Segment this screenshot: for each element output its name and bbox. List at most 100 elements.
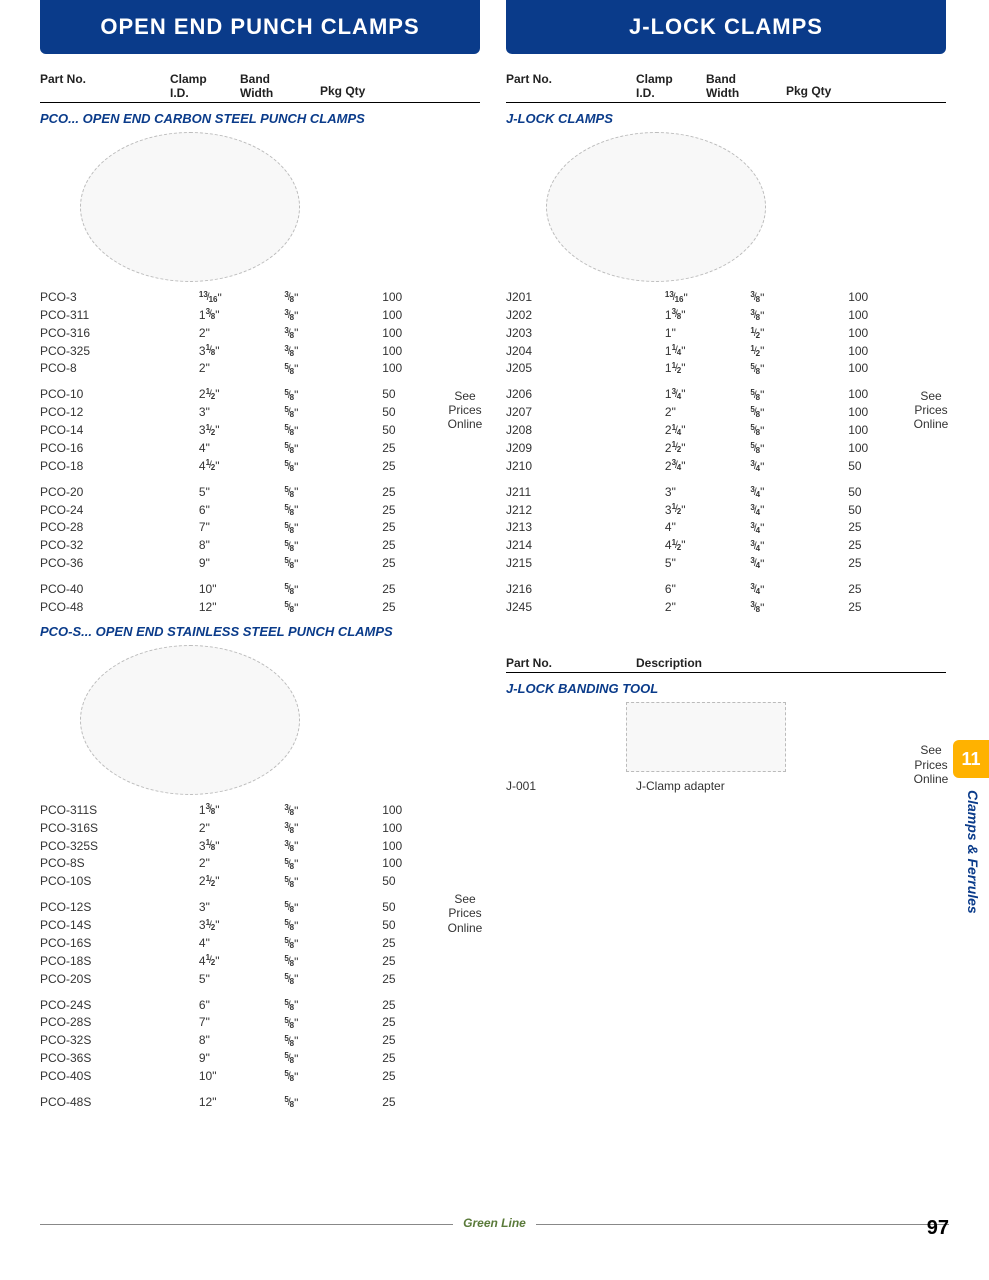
cell-band: 5/8" xyxy=(284,536,382,554)
hdr-qty: Pkg Qty xyxy=(786,72,866,100)
cell-band: 3/8" xyxy=(750,288,848,306)
cell-band: 5/8" xyxy=(750,360,848,378)
cell-part: PCO-16 xyxy=(40,439,199,457)
cell-part: PCO-32 xyxy=(40,536,199,554)
cell-qty: 100 xyxy=(382,306,480,324)
cell-id: 31/2" xyxy=(665,501,751,519)
cell-band: 5/8" xyxy=(284,421,382,439)
cell-part: J213 xyxy=(506,519,665,537)
cell-part: J207 xyxy=(506,403,665,421)
see-prices-note: SeePricesOnline xyxy=(440,892,490,935)
cell-qty: 25 xyxy=(382,934,480,952)
cell-qty: 25 xyxy=(382,996,480,1014)
cell-band: 3/8" xyxy=(284,342,382,360)
cell-id: 2" xyxy=(199,324,285,342)
cell-band: 3/8" xyxy=(750,598,848,616)
cell-id: 13/8" xyxy=(665,306,751,324)
cell-qty: 25 xyxy=(382,952,480,970)
cell-id: 8" xyxy=(199,1031,285,1049)
cell-band: 5/8" xyxy=(284,598,382,616)
cell-id: 11/4" xyxy=(665,342,751,360)
cell-qty: 100 xyxy=(382,342,480,360)
table-row: PCO-311S13/8"3/8"100 xyxy=(40,801,480,819)
table-row: PCO-36S9"5/8"25 xyxy=(40,1049,480,1067)
cell-part: PCO-24 xyxy=(40,501,199,519)
cell-id: 2" xyxy=(199,855,285,873)
product-image xyxy=(546,132,766,282)
table-row: PCO-164"5/8"25 xyxy=(40,439,480,457)
cell-part: J210 xyxy=(506,457,665,475)
cell-part: PCO-12 xyxy=(40,403,199,421)
table-row: PCO-16S4"5/8"25 xyxy=(40,934,480,952)
table-row: PCO-31113/8"3/8"100 xyxy=(40,306,480,324)
hdr-part: Part No. xyxy=(40,72,170,100)
cell-id: 11/2" xyxy=(665,360,751,378)
hdr-width: Width xyxy=(706,86,786,100)
table-row: PCO-10S21/2"5/8"50 xyxy=(40,872,480,890)
table-row: PCO-14S31/2"5/8"50 xyxy=(40,916,480,934)
cell-part: PCO-24S xyxy=(40,996,199,1014)
cell-qty: 100 xyxy=(382,801,480,819)
footer-rule: Green Line xyxy=(40,1224,949,1230)
cell-part: J212 xyxy=(506,501,665,519)
table-row: PCO-4812"5/8"25 xyxy=(40,598,480,616)
cell-id: 7" xyxy=(199,519,285,537)
cell-id: 5" xyxy=(199,970,285,988)
cell-band: 3/4" xyxy=(750,501,848,519)
cell-id: 31/2" xyxy=(199,916,285,934)
cell-band: 5/8" xyxy=(284,439,382,457)
table-row: PCO-369"5/8"25 xyxy=(40,554,480,572)
cell-id: 2" xyxy=(199,360,285,378)
cell-part: PCO-12S xyxy=(40,898,199,916)
cell-band: 5/8" xyxy=(284,1067,382,1085)
cell-qty: 100 xyxy=(848,324,946,342)
cell-part: PCO-3 xyxy=(40,288,199,306)
cell-qty: 25 xyxy=(382,1049,480,1067)
right-table-header-2: Part No. Description xyxy=(506,656,946,673)
cell-qty: 100 xyxy=(848,306,946,324)
cell-id: 31/8" xyxy=(199,837,285,855)
cell-band: 5/8" xyxy=(750,403,848,421)
cell-qty: 25 xyxy=(382,519,480,537)
table-row: PCO-3162"3/8"100 xyxy=(40,324,480,342)
cell-qty: 100 xyxy=(848,288,946,306)
product-image xyxy=(80,645,300,795)
table-row: J2031"1/2"100 xyxy=(506,324,946,342)
cell-band: 5/8" xyxy=(750,385,848,403)
cell-part: PCO-14 xyxy=(40,421,199,439)
cell-qty: 25 xyxy=(848,580,946,598)
cell-band: 5/8" xyxy=(284,916,382,934)
cell-band: 3/8" xyxy=(284,306,382,324)
section-tab: 11 xyxy=(953,740,989,778)
cell-part: J209 xyxy=(506,439,665,457)
table-row: J20213/8"3/8"100 xyxy=(506,306,946,324)
cell-part: PCO-32S xyxy=(40,1031,199,1049)
hdr-part: Part No. xyxy=(506,72,636,100)
cell-part: PCO-311S xyxy=(40,801,199,819)
cell-part: PCO-18S xyxy=(40,952,199,970)
cell-id: 23/4" xyxy=(665,457,751,475)
table-row: J21231/2"3/4"50 xyxy=(506,501,946,519)
cell-part: PCO-36 xyxy=(40,554,199,572)
cell-band: 5/8" xyxy=(284,501,382,519)
table-row: PCO-82"5/8"100 xyxy=(40,360,480,378)
cell-band: 3/4" xyxy=(750,457,848,475)
table-row: J2113"3/4"50 xyxy=(506,483,946,501)
cell-id: 13/8" xyxy=(199,801,285,819)
cell-id: 21/2" xyxy=(665,439,751,457)
cell-band: 5/8" xyxy=(750,421,848,439)
cell-band: 5/8" xyxy=(284,519,382,537)
table-row: J-001J-Clamp adapter xyxy=(506,778,946,794)
section-subhead: J-LOCK CLAMPS xyxy=(506,111,946,126)
cell-part: J215 xyxy=(506,554,665,572)
cell-band: 5/8" xyxy=(284,457,382,475)
cell-band: 3/8" xyxy=(284,288,382,306)
cell-qty: 25 xyxy=(382,457,480,475)
cell-part: J-001 xyxy=(506,778,636,794)
cell-part: PCO-10S xyxy=(40,872,199,890)
cell-id: 10" xyxy=(199,580,285,598)
cell-part: PCO-325S xyxy=(40,837,199,855)
section-label: Clamps & Ferrules xyxy=(965,790,981,914)
right-column: J-LOCK CLAMPS Part No. Clamp I.D. Band W… xyxy=(506,0,946,1111)
cell-part: PCO-28S xyxy=(40,1014,199,1032)
